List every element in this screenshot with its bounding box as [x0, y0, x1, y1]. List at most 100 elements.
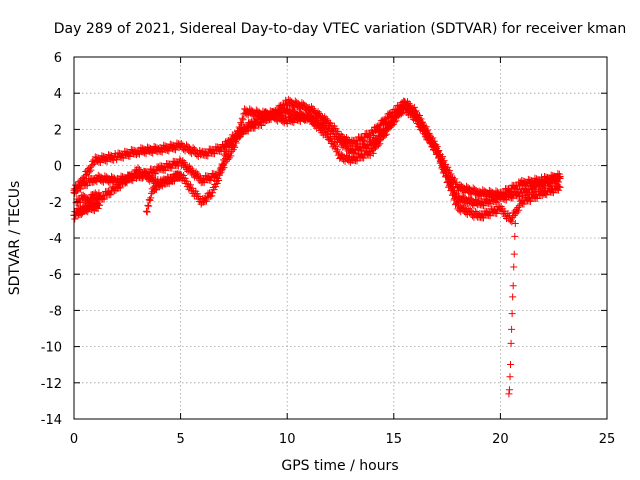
data-point — [555, 178, 563, 186]
data-point — [373, 126, 381, 134]
data-point — [156, 144, 164, 152]
data-point — [376, 125, 384, 133]
data-point — [226, 136, 234, 144]
data-point — [508, 325, 516, 333]
data-point — [505, 386, 513, 394]
data-point — [381, 132, 389, 140]
data-point — [175, 170, 183, 178]
data-point — [294, 113, 302, 121]
data-point — [221, 142, 229, 150]
data-point — [98, 152, 106, 160]
data-point — [370, 128, 378, 136]
data-point — [534, 175, 542, 183]
data-point — [154, 167, 162, 175]
data-point — [446, 181, 454, 189]
data-point — [217, 168, 225, 176]
data-point — [160, 141, 168, 149]
data-point — [231, 138, 239, 146]
data-point — [152, 185, 160, 193]
data-point — [82, 170, 90, 178]
data-point — [505, 390, 513, 398]
data-point — [101, 153, 109, 161]
data-point — [234, 129, 242, 137]
data-point — [512, 210, 520, 218]
data-point — [508, 218, 516, 226]
data-point — [218, 165, 226, 173]
data-point — [506, 373, 514, 381]
data-point — [220, 146, 228, 154]
data-point — [83, 182, 91, 190]
data-point — [82, 194, 90, 202]
data-point — [431, 142, 439, 150]
data-point — [144, 201, 152, 209]
data-point — [196, 147, 204, 155]
data-point — [76, 199, 84, 207]
data-point — [147, 172, 155, 180]
data-point — [219, 143, 227, 151]
data-point — [94, 192, 102, 200]
data-point — [228, 147, 236, 155]
data-point — [145, 202, 153, 210]
data-point — [435, 153, 443, 161]
data-point — [509, 282, 517, 290]
data-point — [147, 189, 155, 197]
data-point — [397, 110, 405, 118]
data-point — [90, 178, 98, 186]
data-point — [212, 183, 220, 191]
data-point — [447, 170, 455, 178]
data-point — [466, 206, 474, 214]
data-point — [224, 155, 232, 163]
data-point — [225, 140, 233, 148]
data-point — [100, 195, 108, 203]
data-point — [181, 174, 189, 182]
data-point — [419, 124, 427, 132]
data-point — [435, 154, 443, 162]
data-point — [180, 172, 188, 180]
data-point — [182, 141, 190, 149]
data-point — [472, 186, 480, 194]
data-point — [166, 140, 174, 148]
data-point — [107, 152, 115, 160]
data-point — [526, 176, 534, 184]
data-point — [509, 213, 517, 221]
data-point — [369, 132, 377, 140]
data-point — [532, 175, 540, 183]
data-point — [134, 164, 142, 172]
data-point — [144, 171, 152, 179]
data-point — [288, 114, 296, 122]
data-point — [169, 141, 177, 149]
data-point — [183, 177, 191, 185]
data-point — [437, 158, 445, 166]
data-point — [239, 116, 247, 124]
data-point — [449, 190, 457, 198]
data-point — [515, 202, 523, 210]
data-point — [238, 120, 246, 128]
data-point — [141, 168, 149, 176]
data-point — [95, 189, 103, 197]
data-point — [142, 207, 150, 215]
data-point — [375, 121, 383, 129]
data-point — [301, 112, 309, 120]
data-point — [173, 139, 181, 147]
data-point — [189, 144, 197, 152]
data-point — [442, 173, 450, 181]
data-point — [236, 124, 244, 132]
x-tick-label: 25 — [599, 432, 616, 447]
data-point — [369, 149, 377, 157]
data-point — [291, 112, 299, 120]
data-point — [213, 180, 221, 188]
data-point — [385, 113, 393, 121]
data-point — [215, 171, 223, 179]
data-point — [80, 176, 88, 184]
data-point — [465, 205, 473, 213]
data-point — [410, 103, 418, 111]
data-point — [426, 135, 434, 143]
data-point — [392, 117, 400, 125]
data-point — [333, 146, 341, 154]
data-point — [135, 165, 143, 173]
data-point — [378, 120, 386, 128]
data-point — [391, 118, 399, 126]
data-point — [76, 181, 84, 189]
data-point — [414, 117, 422, 125]
